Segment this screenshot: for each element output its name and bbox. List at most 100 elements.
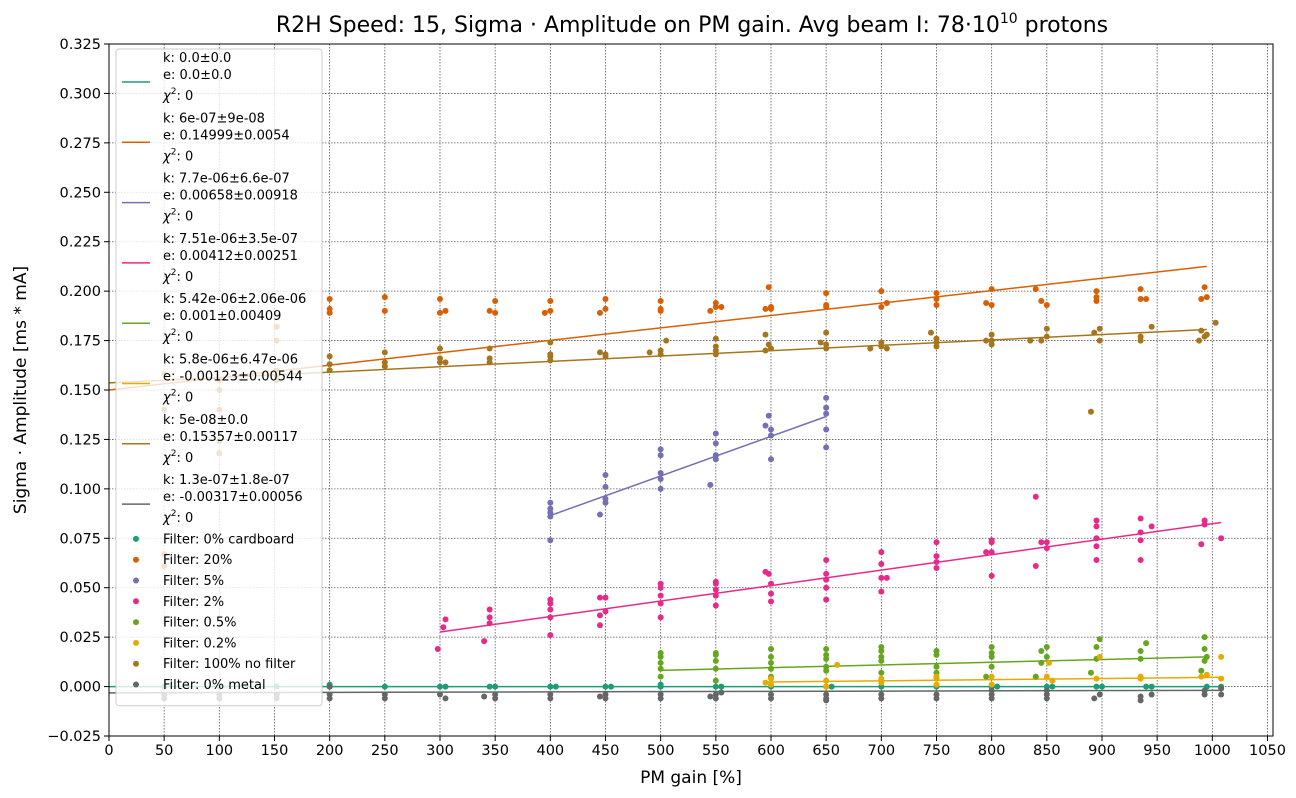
data-point: [767, 659, 774, 666]
y-tick-label: 0.150: [59, 383, 101, 399]
y-axis-label: Sigma · Amplitude [ms * mA]: [11, 266, 31, 514]
legend-series-label: Filter: 100% no filter: [163, 657, 296, 672]
data-point: [1093, 523, 1100, 530]
fit-line: [660, 656, 1207, 672]
data-point: [1137, 557, 1144, 564]
y-tick-label: 0.175: [59, 334, 101, 350]
y-tick-label: 0.125: [59, 432, 101, 448]
data-point: [547, 307, 554, 314]
data-point: [1093, 535, 1100, 542]
y-tick-label: 0.100: [59, 482, 101, 498]
legend-fit-k: k: 6e-07±9e-08: [163, 111, 265, 126]
data-point: [1137, 697, 1144, 704]
y-tick-label: 0.325: [59, 37, 101, 53]
data-point: [1043, 539, 1050, 546]
legend-series-label: Filter: 0.2%: [163, 636, 237, 651]
title-exponent: 10: [1000, 11, 1018, 27]
legend-fit-chi: χ2: 0: [162, 509, 193, 526]
data-point: [602, 296, 609, 303]
data-point: [547, 298, 554, 305]
legend-series-label: Filter: 0% cardboard: [163, 532, 294, 547]
data-point: [1148, 683, 1155, 690]
data-point: [541, 309, 548, 316]
data-point: [712, 665, 719, 672]
data-point: [608, 683, 615, 690]
data-point: [762, 679, 769, 686]
data-point: [1096, 337, 1103, 344]
fit-line: [550, 415, 827, 517]
data-point: [878, 339, 885, 346]
legend-marker: [133, 577, 139, 584]
data-point: [1198, 673, 1205, 680]
data-point: [1091, 695, 1098, 702]
legend-fit-e: e: 0.001±0.00409: [163, 309, 281, 324]
data-point: [712, 649, 719, 656]
data-point: [657, 298, 664, 305]
data-point: [1143, 640, 1150, 647]
data-point: [878, 695, 885, 702]
data-point: [712, 602, 719, 609]
data-point: [481, 693, 488, 700]
data-point: [1137, 537, 1144, 544]
data-point: [1148, 691, 1155, 698]
data-points: [161, 284, 1225, 704]
legend-fit-e: e: 0.15357±0.00117: [163, 430, 298, 445]
x-tick-label: 950: [1143, 743, 1171, 759]
data-point: [1091, 329, 1098, 336]
data-point: [878, 560, 885, 567]
legend-fit-chi: χ2: 0: [162, 268, 193, 285]
data-point: [1203, 653, 1210, 660]
data-point: [883, 345, 890, 352]
data-point: [767, 675, 774, 682]
data-point: [878, 653, 885, 660]
data-point: [988, 572, 995, 579]
data-point: [1043, 673, 1050, 680]
data-point: [927, 329, 934, 336]
data-point: [933, 681, 940, 688]
data-point: [326, 695, 333, 702]
data-point: [1218, 691, 1225, 698]
data-point: [988, 673, 995, 680]
legend-fit-chi: χ2: 0: [162, 87, 193, 104]
data-point: [552, 683, 559, 690]
data-point: [988, 301, 995, 308]
data-point: [1137, 647, 1144, 654]
legend-series-label: Filter: 0% metal: [163, 678, 266, 693]
data-point: [492, 309, 499, 316]
data-point: [1198, 327, 1205, 334]
data-point: [878, 644, 885, 651]
data-point: [1201, 284, 1208, 291]
data-point: [547, 339, 554, 346]
data-point: [602, 683, 609, 690]
x-tick-label: 1050: [1249, 743, 1286, 759]
data-point: [442, 695, 449, 702]
data-point: [823, 584, 830, 591]
data-point: [436, 683, 443, 690]
legend-marker: [133, 681, 139, 688]
legend-fit-k: k: 5e-08±0.0: [163, 413, 248, 428]
legend: k: 0.0±0.0 e: 0.0±0.0 χ2: 0 k: 6e-07±9e-08 e…: [115, 48, 323, 707]
data-point: [933, 673, 940, 680]
data-point: [596, 349, 603, 356]
data-point: [823, 290, 830, 297]
data-point: [988, 337, 995, 344]
data-point: [712, 343, 719, 350]
data-point: [712, 592, 719, 599]
data-point: [596, 693, 603, 700]
data-point: [1093, 543, 1100, 550]
data-point: [1093, 675, 1100, 682]
x-tick-label: 850: [1033, 743, 1061, 759]
data-point: [1032, 673, 1039, 680]
chart-title: R2H Speed: 15, Sigma · Amplitude on PM g…: [276, 11, 1108, 38]
data-point: [657, 475, 664, 482]
data-point: [1096, 653, 1103, 660]
data-point: [1218, 653, 1225, 660]
data-point: [657, 446, 664, 453]
data-point: [765, 284, 772, 291]
data-point: [1137, 673, 1144, 680]
data-point: [712, 695, 719, 702]
data-point: [983, 673, 990, 680]
data-point: [646, 349, 653, 356]
data-point: [1196, 337, 1203, 344]
data-point: [1201, 691, 1208, 698]
